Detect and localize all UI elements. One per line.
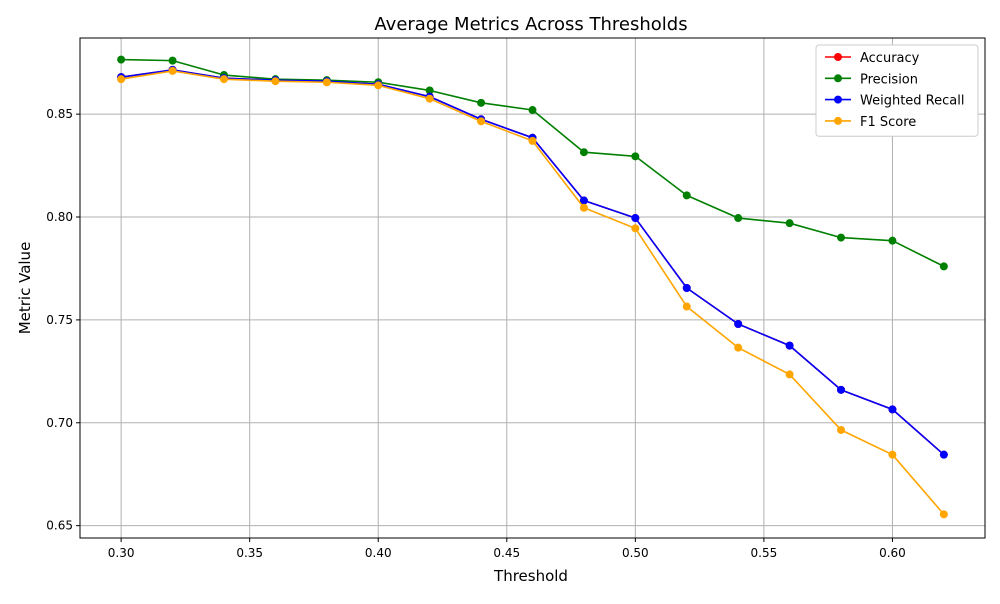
precision-point <box>579 148 588 157</box>
precision-point <box>785 219 794 228</box>
precision-point <box>734 214 743 223</box>
f1-score-point <box>117 75 126 84</box>
y-tick-label: 0.75 <box>46 313 73 327</box>
x-axis-title: Threshold <box>493 567 568 585</box>
weighted-recall-point <box>939 450 948 459</box>
precision-point <box>631 152 640 161</box>
legend: Accuracy Precision Weighted Recall F1 Score <box>815 44 979 137</box>
f1-score-point <box>734 343 743 352</box>
y-tick-label: 0.80 <box>46 210 73 224</box>
weighted-recall-point <box>734 320 743 329</box>
f1-score-point <box>888 450 897 459</box>
f1-score-point <box>425 94 434 103</box>
precision-point <box>939 262 948 271</box>
legend-label: F1 Score <box>860 115 916 130</box>
precision-point <box>425 86 434 95</box>
precision-point <box>888 236 897 245</box>
y-ticks: 0.65 0.70 0.75 0.80 0.85 <box>46 107 80 533</box>
f1-score-point <box>631 224 640 233</box>
precision-point <box>682 191 691 200</box>
precision-point <box>477 98 486 107</box>
precision-point <box>837 233 846 242</box>
f1-score-point <box>219 75 228 84</box>
f1-score-point <box>682 302 691 311</box>
weighted-recall-point <box>631 214 640 223</box>
legend-label: Accuracy <box>860 51 920 66</box>
precision-point <box>117 55 126 64</box>
x-tick-label: 0.30 <box>108 546 135 560</box>
weighted-recall-point <box>579 196 588 205</box>
legend-marker <box>834 74 842 83</box>
legend-marker <box>834 116 842 125</box>
y-tick-label: 0.85 <box>46 107 73 121</box>
precision-point <box>168 56 177 65</box>
legend-item-f1-score: F1 Score <box>825 115 916 130</box>
x-ticks: 0.30 0.35 0.40 0.45 0.50 0.55 0.60 <box>108 538 906 560</box>
f1-score-point <box>939 510 948 519</box>
chart-title: Average Metrics Across Thresholds <box>374 14 687 35</box>
f1-score-point <box>168 66 177 75</box>
plot-frame <box>79 37 986 539</box>
legend-item-accuracy: Accuracy <box>825 51 920 66</box>
weighted-recall-point <box>837 385 846 394</box>
legend-label: Weighted Recall <box>860 94 964 109</box>
legend-marker <box>834 95 842 104</box>
f1-score-point <box>785 370 794 379</box>
y-axis-title: Metric Value <box>16 242 34 335</box>
f1-score-point <box>374 81 383 90</box>
precision-point <box>528 106 537 115</box>
legend-box <box>815 44 979 137</box>
x-tick-label: 0.40 <box>365 546 392 560</box>
legend-item-weighted-recall: Weighted Recall <box>825 94 964 109</box>
y-tick-label: 0.65 <box>46 519 73 533</box>
weighted-recall-point <box>785 341 794 350</box>
x-tick-label: 0.35 <box>236 546 263 560</box>
legend-item-precision: Precision <box>825 72 918 87</box>
series-layer <box>117 55 948 519</box>
x-tick-label: 0.50 <box>622 546 649 560</box>
x-tick-label: 0.45 <box>493 546 520 560</box>
f1-score-point <box>322 78 331 87</box>
x-tick-label: 0.60 <box>879 546 906 560</box>
f1-score-point <box>477 117 486 126</box>
y-tick-label: 0.70 <box>46 416 73 430</box>
weighted-recall-point <box>682 284 691 292</box>
weighted-recall-point <box>888 405 897 414</box>
legend-label: Precision <box>860 72 918 87</box>
f1-score-point <box>837 425 846 434</box>
series-f1-score <box>117 66 948 519</box>
legend-marker <box>834 53 842 61</box>
f1-score-point <box>528 136 537 145</box>
f1-score-point <box>579 203 588 212</box>
x-tick-label: 0.55 <box>751 546 778 560</box>
f1-score-point <box>271 77 280 86</box>
